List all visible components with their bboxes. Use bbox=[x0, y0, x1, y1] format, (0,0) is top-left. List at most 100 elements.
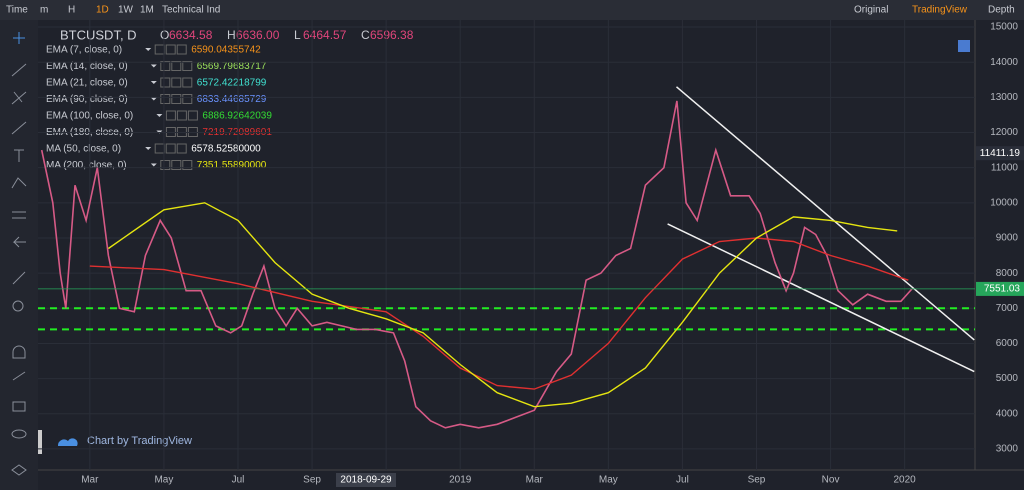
indicator-control[interactable] bbox=[182, 61, 193, 71]
x-tick-label: Mar bbox=[526, 475, 544, 486]
indicator-control[interactable] bbox=[171, 77, 182, 88]
indicator-name: EMA (14, close, 0) bbox=[46, 61, 128, 72]
x-tick-label: Mar bbox=[81, 475, 99, 486]
x-tick-label: Jul bbox=[676, 475, 689, 486]
y-tick-label: 6000 bbox=[996, 338, 1019, 349]
indicator-control[interactable] bbox=[176, 143, 187, 154]
y-tick-label: 10000 bbox=[990, 197, 1018, 208]
price-line bbox=[89, 237, 909, 390]
y-tick-label: 4000 bbox=[996, 408, 1019, 419]
indicator-control[interactable] bbox=[160, 77, 171, 88]
indicator-control[interactable] bbox=[165, 44, 176, 55]
x-tick-label: 2019 bbox=[449, 475, 472, 486]
y-tick-label: 13000 bbox=[990, 92, 1018, 103]
info-badge[interactable] bbox=[958, 40, 970, 52]
dropdown[interactable] bbox=[145, 48, 152, 51]
price-marker bbox=[976, 146, 1024, 161]
indicator-control[interactable] bbox=[176, 110, 187, 121]
indicator-control[interactable] bbox=[171, 94, 182, 104]
y-tick-label: 9000 bbox=[996, 233, 1019, 244]
indicator-control[interactable] bbox=[187, 110, 198, 121]
crosshair-label: 2018-09-29 bbox=[340, 475, 392, 486]
indicator-control[interactable] bbox=[165, 143, 176, 154]
dropdown[interactable] bbox=[150, 97, 157, 101]
dropdown[interactable] bbox=[150, 64, 157, 68]
indicator-control[interactable] bbox=[182, 77, 193, 88]
indicator-control[interactable] bbox=[160, 94, 171, 104]
toolbar-button[interactable]: 1W bbox=[118, 5, 134, 16]
price-marker-label: 11411.19 bbox=[980, 148, 1021, 159]
ohlc-key: H bbox=[227, 28, 236, 42]
x-tick-label: Sep bbox=[748, 475, 766, 486]
indicator-value: 6578.52580000 bbox=[191, 144, 261, 155]
y-tick-label: 15000 bbox=[990, 22, 1018, 33]
y-tick-label: 3000 bbox=[996, 444, 1019, 455]
indicator-name: EMA (90, close, 0) bbox=[46, 94, 128, 105]
price-line bbox=[40, 100, 913, 429]
indicator-name: MA (50, close, 0) bbox=[46, 144, 121, 155]
x-tick-label: May bbox=[599, 475, 618, 486]
dropdown[interactable] bbox=[150, 163, 157, 167]
toolbar-button[interactable]: Technical Ind bbox=[162, 5, 220, 16]
toolbar-button[interactable]: H bbox=[68, 5, 75, 16]
logo bbox=[57, 438, 78, 446]
indicator-value: 6590.04355742 bbox=[191, 45, 261, 56]
x-tick-label: Nov bbox=[822, 475, 840, 486]
indicator-control[interactable] bbox=[171, 160, 182, 170]
price-marker bbox=[976, 281, 1024, 296]
branding: Chart by TradingView bbox=[87, 435, 192, 447]
top-toolbar bbox=[0, 0, 1024, 20]
indicator-value: 6569.79683717 bbox=[197, 61, 267, 72]
dropdown[interactable] bbox=[150, 81, 157, 84]
toolbar-button[interactable]: 1D bbox=[96, 5, 109, 16]
toolbar-button[interactable]: Depth bbox=[988, 5, 1015, 16]
y-tick-label: 14000 bbox=[990, 57, 1018, 68]
dropdown[interactable] bbox=[145, 147, 152, 150]
toolbar-button[interactable]: TradingView bbox=[912, 5, 968, 16]
indicator-value: 6572.42218799 bbox=[197, 78, 267, 89]
indicator-control[interactable] bbox=[160, 160, 171, 170]
indicator-control[interactable] bbox=[176, 44, 187, 55]
ohlc-key: C bbox=[361, 28, 370, 42]
toolbar-button[interactable]: m bbox=[40, 5, 48, 16]
indicator-name: EMA (21, close, 0) bbox=[46, 78, 128, 89]
indicator-control[interactable] bbox=[182, 160, 193, 170]
indicator-name: MA (200, close, 0) bbox=[46, 160, 127, 171]
indicator-value: 6833.44685729 bbox=[197, 94, 267, 105]
crosshair-label-box bbox=[336, 473, 396, 487]
toolbar-button[interactable]: 1M bbox=[140, 5, 154, 16]
x-tick-label: 2020 bbox=[894, 475, 917, 486]
y-tick-label: 7000 bbox=[996, 303, 1019, 314]
indicator-value: 6886.92642039 bbox=[202, 111, 272, 122]
indicator-control[interactable] bbox=[165, 110, 176, 121]
indicator-name: EMA (7, close, 0) bbox=[46, 45, 122, 56]
y-tick-label: 5000 bbox=[996, 373, 1019, 384]
trendline bbox=[667, 223, 975, 373]
x-tick-label: Sep bbox=[303, 475, 321, 486]
symbol-name: BTCUSDT, D bbox=[60, 27, 137, 42]
toolbar-button[interactable]: Original bbox=[854, 5, 888, 16]
price-marker-label: 7551.03 bbox=[984, 284, 1021, 295]
indicator-control[interactable] bbox=[182, 94, 193, 104]
indicator-control[interactable] bbox=[171, 61, 182, 71]
indicator-control[interactable] bbox=[160, 61, 171, 71]
indicator-value: 7351.55890000 bbox=[197, 160, 267, 171]
ohlc-key: L bbox=[294, 28, 301, 42]
scroll-handle[interactable] bbox=[38, 430, 42, 454]
ohlc-value: 6464.57 bbox=[303, 28, 347, 42]
ohlc-value: 6634.58 bbox=[169, 28, 213, 42]
y-tick-label: 8000 bbox=[996, 268, 1019, 279]
ohlc-value: 6636.00 bbox=[236, 28, 280, 42]
price-line bbox=[107, 202, 898, 408]
ohlc-value: 6596.38 bbox=[370, 28, 414, 42]
y-tick-label: 12000 bbox=[990, 127, 1018, 138]
dropdown[interactable] bbox=[156, 114, 163, 117]
trendline bbox=[676, 86, 975, 341]
left-toolbar bbox=[0, 20, 38, 490]
toolbar-button[interactable]: Time bbox=[6, 5, 28, 16]
tool-icons[interactable] bbox=[11, 32, 27, 476]
x-tick-label: May bbox=[154, 475, 173, 486]
